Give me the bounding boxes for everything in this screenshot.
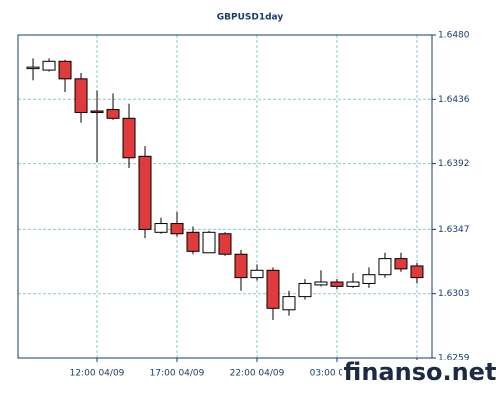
- plot-frame: [17, 34, 433, 359]
- y-tick-label: 1.6259: [438, 354, 470, 364]
- y-tick-label: 1.6480: [438, 31, 470, 41]
- candle-body: [42, 60, 56, 71]
- candle-body: [346, 281, 360, 287]
- candle-body: [106, 109, 120, 119]
- candle-body: [138, 155, 152, 230]
- candle-body: [170, 223, 184, 235]
- candle-body: [58, 60, 72, 80]
- candle-body: [250, 269, 264, 279]
- y-tick-label: 1.6347: [438, 225, 470, 235]
- y-tick-label: 1.6303: [438, 289, 470, 299]
- candle-body: [74, 78, 88, 113]
- candle-body: [154, 223, 168, 233]
- x-tick-label: 12:00 04/09: [70, 369, 125, 379]
- candle-body: [362, 274, 376, 284]
- candle-body: [298, 282, 312, 298]
- candle-body: [218, 233, 232, 255]
- watermark: finanso.net: [344, 358, 497, 386]
- candle-body: [282, 296, 296, 311]
- candle-body: [90, 110, 104, 113]
- x-tick-label: 22:00 04/09: [230, 369, 285, 379]
- candle-body: [122, 117, 136, 159]
- candle-body: [202, 231, 216, 254]
- x-tick-label: 17:00 04/09: [150, 369, 205, 379]
- candle-body: [266, 269, 280, 309]
- y-tick-label: 1.6436: [438, 95, 470, 105]
- x-tick-label: 03:00 05/09: [310, 369, 365, 379]
- y-tick-label: 1.6392: [438, 159, 470, 169]
- candle-body: [330, 281, 344, 287]
- watermark-backdrop: [342, 360, 498, 386]
- candle-body: [410, 265, 424, 279]
- candle-body: [394, 258, 408, 270]
- candle-body: [186, 231, 200, 252]
- candle-body: [234, 253, 248, 279]
- candle-body: [314, 281, 328, 286]
- chart-title: GBPUSD1day: [217, 13, 284, 23]
- candle-body: [378, 258, 392, 276]
- candle-body: [26, 66, 40, 70]
